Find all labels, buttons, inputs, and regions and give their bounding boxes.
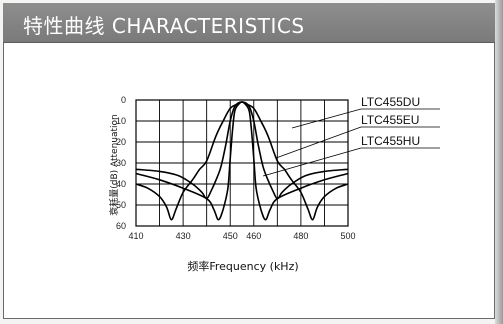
x-tick-label: 500 — [340, 231, 355, 241]
legend-ltc455eu: LTC455EU — [361, 113, 419, 127]
y-tick-label: 0 — [121, 95, 126, 105]
legend-leader-line — [275, 126, 362, 159]
x-tick-label: 480 — [293, 231, 308, 241]
chart-legend: LTC455DU LTC455EU LTC455HU — [361, 95, 420, 148]
y-axis-label: 衰耗量(dB) Attenuation — [108, 114, 120, 216]
chart-curves — [135, 101, 349, 221]
x-tick-label: 410 — [128, 231, 143, 241]
y-tick-label: 20 — [116, 137, 126, 147]
x-tick-label: 430 — [176, 231, 191, 241]
legend-ltc455du: LTC455DU — [361, 95, 420, 109]
page-title: 特性曲线 CHARACTERISTICS — [23, 14, 305, 38]
y-tick-label: 40 — [116, 179, 126, 189]
legend-ltc455hu: LTC455HU — [361, 134, 420, 148]
figure-panel — [3, 3, 495, 319]
legend-leaders — [262, 108, 440, 177]
x-tick-label: 450 — [223, 231, 238, 241]
curve-ltc455hu — [135, 101, 349, 200]
legend-leader-line — [262, 147, 362, 177]
x-tick-label: 460 — [246, 231, 261, 241]
chart-grid — [135, 99, 349, 227]
legend-leader-line — [291, 108, 362, 129]
y-tick-label: 60 — [116, 221, 126, 231]
y-tick-label: 50 — [116, 200, 126, 210]
y-tick-label: 10 — [116, 116, 126, 126]
panel-edge-shadow — [495, 0, 503, 324]
x-axis-label: 频率Frequency (kHz) — [187, 259, 298, 273]
header-bar: 特性曲线 CHARACTERISTICS — [3, 3, 495, 43]
y-tick-label: 30 — [116, 158, 126, 168]
